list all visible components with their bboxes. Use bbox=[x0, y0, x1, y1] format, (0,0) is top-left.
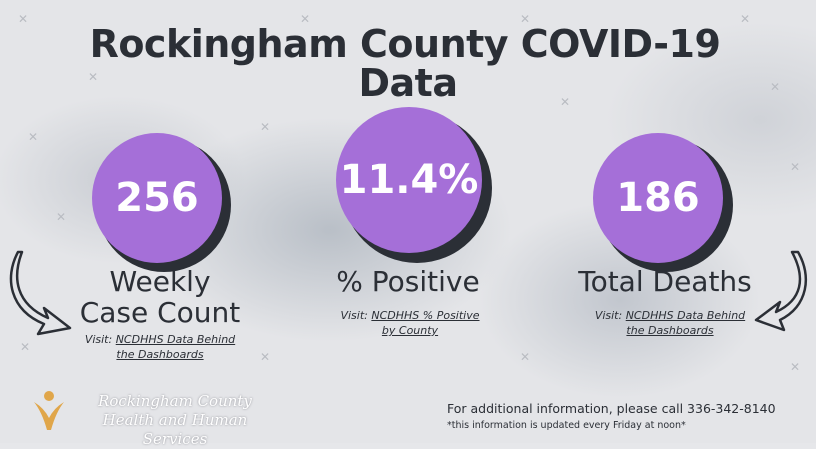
page-title-line2: Data bbox=[358, 61, 459, 105]
curved-arrow-icon bbox=[754, 250, 808, 332]
x-mark: ✕ bbox=[790, 160, 801, 174]
hhs-logo-icon bbox=[34, 391, 64, 430]
x-mark: ✕ bbox=[740, 12, 751, 26]
stat-label-line1: Weekly bbox=[109, 265, 211, 298]
x-mark: ✕ bbox=[18, 12, 29, 26]
x-mark: ✕ bbox=[770, 80, 781, 94]
x-mark: ✕ bbox=[88, 70, 99, 84]
page-title-line1: Rockingham County COVID-19 bbox=[89, 22, 721, 66]
x-mark: ✕ bbox=[28, 130, 39, 144]
curved-arrow-icon bbox=[9, 250, 72, 336]
visit-prefix: Visit: bbox=[84, 333, 113, 346]
stat-label: Total Deaths bbox=[550, 266, 780, 297]
org-name-line2: Health and Human Services bbox=[102, 411, 248, 448]
stat-circle: 186 bbox=[593, 133, 723, 263]
stat-value: 186 bbox=[616, 175, 700, 221]
x-mark: ✕ bbox=[300, 12, 311, 26]
ncdhhs-dashboard-link-cont[interactable]: the Dashboards bbox=[116, 348, 204, 361]
stat-value: 11.4% bbox=[339, 157, 479, 203]
x-mark: ✕ bbox=[260, 350, 271, 364]
ncdhhs-dashboard-link-cont[interactable]: the Dashboards bbox=[626, 324, 714, 337]
stat-label: % Positive bbox=[308, 266, 508, 297]
stat-label: Weekly Case Count bbox=[60, 266, 260, 328]
x-mark: ✕ bbox=[790, 360, 801, 374]
stat-label-line1: % Positive bbox=[336, 265, 480, 298]
x-mark: ✕ bbox=[20, 340, 31, 354]
visit-prefix: Visit: bbox=[594, 309, 623, 322]
visit-prefix: Visit: bbox=[340, 309, 368, 322]
ncdhhs-positive-link[interactable]: NCDHHS % Positive bbox=[371, 309, 480, 322]
stat-label-line2: Case Count bbox=[79, 296, 241, 329]
ncdhhs-dashboard-link[interactable]: NCDHHS Data Behind bbox=[115, 333, 236, 346]
stat-value: 256 bbox=[115, 175, 199, 221]
visit-note: Visit: NCDHHS Data Behind the Dashboards bbox=[565, 308, 775, 338]
visit-note: Visit: NCDHHS Data Behind the Dashboards bbox=[55, 332, 265, 362]
ncdhhs-positive-link-cont[interactable]: by County bbox=[381, 324, 439, 337]
x-mark: ✕ bbox=[520, 12, 531, 26]
x-mark: ✕ bbox=[260, 120, 271, 134]
ncdhhs-dashboard-link[interactable]: NCDHHS Data Behind bbox=[625, 309, 746, 322]
x-mark: ✕ bbox=[56, 210, 67, 224]
org-name-line1: Rockingham County bbox=[98, 392, 252, 410]
contact-info: For additional information, please call … bbox=[447, 401, 776, 416]
x-mark: ✕ bbox=[520, 350, 531, 364]
stat-label-line1: Total Deaths bbox=[578, 265, 752, 298]
update-note: *this information is updated every Frida… bbox=[447, 420, 686, 431]
visit-note: Visit: NCDHHS % Positive by County bbox=[305, 308, 515, 338]
x-mark: ✕ bbox=[560, 95, 571, 109]
stat-circle: 256 bbox=[92, 133, 222, 263]
stat-circle: 11.4% bbox=[336, 107, 482, 253]
